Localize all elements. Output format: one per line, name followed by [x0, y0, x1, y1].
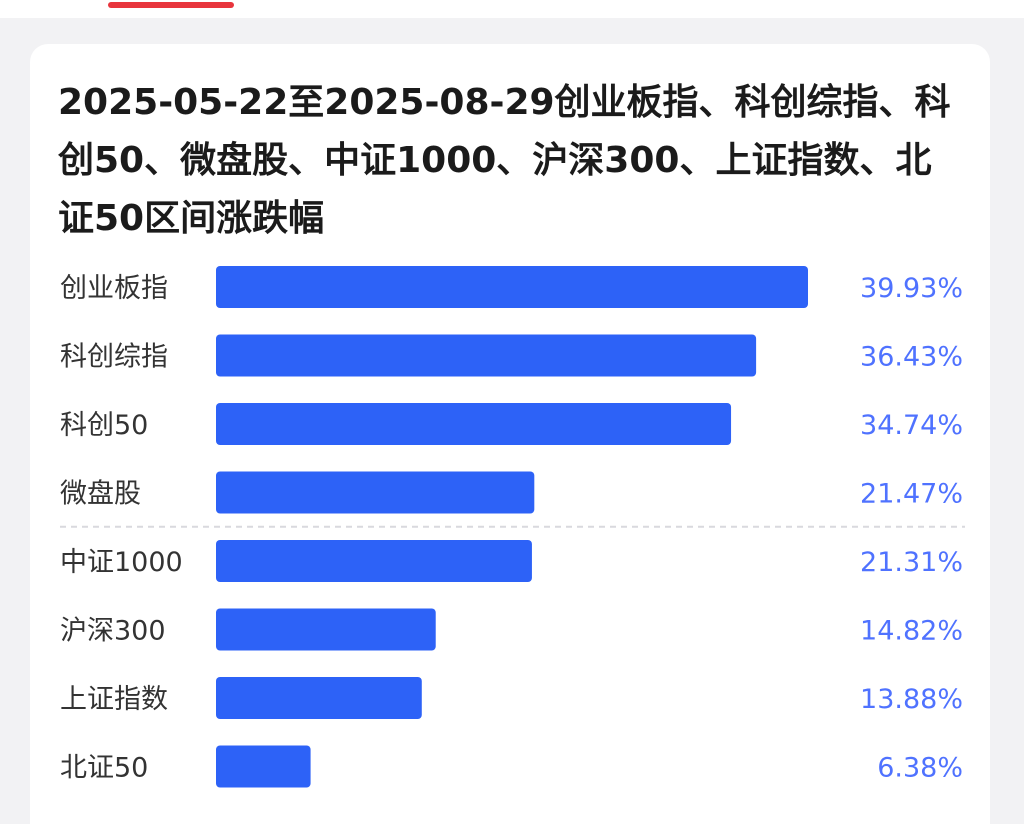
- bar: [216, 334, 757, 377]
- category-label: 创业板指: [60, 273, 168, 304]
- category-label: 科创50: [60, 410, 148, 441]
- bar: [216, 540, 532, 582]
- category-label: 科创综指: [60, 342, 168, 373]
- bar: [216, 471, 535, 514]
- top-tab-strip: [0, 0, 1024, 18]
- bar: [216, 677, 422, 719]
- category-label: 北证50: [60, 753, 148, 784]
- chart-card: 2025-05-22至2025-08-29创业板指、科创综指、科创50、微盘股、…: [30, 44, 990, 824]
- category-label: 中证1000: [60, 547, 183, 578]
- bar: [216, 608, 436, 651]
- value-label: 14.82%: [860, 616, 963, 647]
- value-label: 21.47%: [860, 479, 963, 510]
- value-label: 39.93%: [860, 273, 963, 304]
- category-label: 微盘股: [60, 479, 141, 510]
- bar-chart: 创业板指 39.93% 科创综指 36.43% 科创50 34.74% 微盘股 21.47% 中…: [60, 266, 965, 788]
- value-label: 36.43%: [860, 342, 963, 373]
- active-tab-indicator: [108, 2, 234, 8]
- value-label: 34.74%: [860, 410, 963, 441]
- bar: [216, 403, 732, 445]
- value-label: 21.31%: [860, 547, 963, 578]
- chart-title: 2025-05-22至2025-08-29创业板指、科创综指、科创50、微盘股、…: [58, 82, 951, 239]
- value-label: 13.88%: [860, 684, 963, 715]
- category-label: 上证指数: [60, 684, 168, 715]
- bar: [216, 266, 808, 308]
- value-label: 6.38%: [877, 753, 963, 784]
- bar: [216, 745, 311, 788]
- category-label: 沪深300: [60, 616, 166, 647]
